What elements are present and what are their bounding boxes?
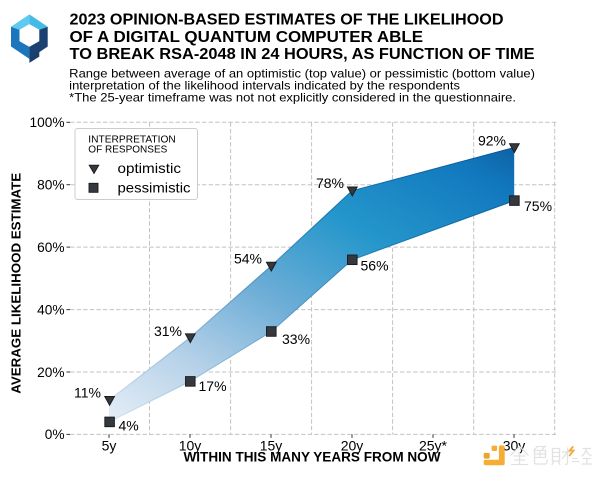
svg-text:10y: 10y <box>179 438 202 454</box>
svg-text:15y: 15y <box>260 438 283 454</box>
svg-text:5y: 5y <box>102 438 117 454</box>
svg-text:WITHIN THIS MANY YEARS FROM NO: WITHIN THIS MANY YEARS FROM NOW <box>184 450 441 465</box>
svg-text:33%: 33% <box>282 331 310 347</box>
svg-text:25y*: 25y* <box>419 438 448 454</box>
svg-text:*The 25-year timeframe was not: *The 25-year timeframe was not not expli… <box>69 91 516 105</box>
svg-text:Range between average of an op: Range between average of an optimistic (… <box>69 67 535 81</box>
svg-text:pessimistic: pessimistic <box>118 179 191 195</box>
svg-text:TO BREAK RSA-2048 IN 24 HOURS,: TO BREAK RSA-2048 IN 24 HOURS, AS FUNCTI… <box>70 46 535 63</box>
svg-text:optimistic: optimistic <box>118 160 182 176</box>
svg-text:AVERAGE LIKELIHOOD ESTIMATE: AVERAGE LIKELIHOOD ESTIMATE <box>10 173 24 394</box>
svg-text:4%: 4% <box>119 418 139 434</box>
svg-text:INTERPRETATION: INTERPRETATION <box>88 135 176 146</box>
svg-text:11%: 11% <box>74 385 101 401</box>
svg-text:78%: 78% <box>316 175 344 191</box>
svg-text:100%: 100% <box>29 115 64 130</box>
svg-text:31%: 31% <box>154 323 182 339</box>
svg-text:20y: 20y <box>341 438 364 454</box>
svg-text:30y: 30y <box>503 438 526 454</box>
svg-text:56%: 56% <box>361 258 389 274</box>
svg-text:20%: 20% <box>37 365 64 380</box>
svg-text:40%: 40% <box>37 302 64 317</box>
svg-text:OF A DIGITAL QUANTUM COMPUTER: OF A DIGITAL QUANTUM COMPUTER ABLE <box>70 29 424 46</box>
svg-text:17%: 17% <box>199 378 227 394</box>
svg-text:OF RESPONSES: OF RESPONSES <box>88 145 167 156</box>
svg-text:60%: 60% <box>37 240 64 255</box>
svg-text:2023 OPINION-BASED ESTIMATES O: 2023 OPINION-BASED ESTIMATES OF THE LIKE… <box>70 12 504 29</box>
svg-text:0%: 0% <box>45 427 65 442</box>
svg-text:80%: 80% <box>37 178 64 193</box>
svg-text:54%: 54% <box>234 250 262 266</box>
svg-text:92%: 92% <box>478 133 506 149</box>
svg-text:interpretation of the likeliho: interpretation of the likelihood interva… <box>69 79 460 93</box>
svg-text:75%: 75% <box>524 198 552 214</box>
